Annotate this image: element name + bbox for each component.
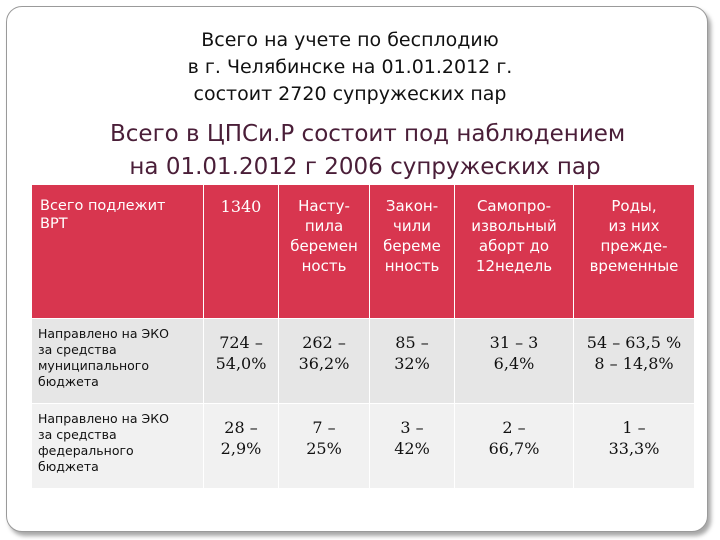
table-cell: 85 – 32% xyxy=(369,318,455,404)
title-line: Всего в ЦПСи.Р состоит под наблюдением xyxy=(110,121,626,147)
row-label: Направлено на ЭКО за средства федерально… xyxy=(31,403,204,489)
table-row: Направлено на ЭКО за средства федерально… xyxy=(31,403,695,489)
table-header-row: Всего подлежит ВРТ 1340 Насту- пила бере… xyxy=(31,184,695,319)
header-cell-label: Всего подлежит ВРТ xyxy=(31,184,204,319)
header-cell-completed: Закон- чили береме нность xyxy=(369,184,455,319)
title-line: на 01.01.2012 г 2006 супружеских пар xyxy=(129,154,601,180)
intro-line: в г. Челябинске на 01.01.2012 г. xyxy=(187,56,513,78)
intro-text: Всего на учете по бесплодию в г. Челябин… xyxy=(150,27,550,108)
slide-title: Всего в ЦПСи.Р состоит под наблюдением н… xyxy=(110,118,626,184)
table-cell: 3 – 42% xyxy=(369,403,455,489)
intro-line: состоит 2720 супружеских пар xyxy=(193,83,507,105)
header-cell-miscarriage: Самопро- извольный аборт до 12недель xyxy=(454,184,574,319)
row-label: Направлено на ЭКО за средства муниципаль… xyxy=(31,318,204,404)
table-cell: 2 – 66,7% xyxy=(454,403,574,489)
header-cell-births: Роды, из них прежде- временные xyxy=(573,184,695,319)
table-row: Направлено на ЭКО за средства муниципаль… xyxy=(31,318,695,404)
header-cell-total: 1340 xyxy=(203,184,279,319)
table-cell: 262 – 36,2% xyxy=(278,318,370,404)
table-cell: 31 – 3 6,4% xyxy=(454,318,574,404)
table-cell: 7 – 25% xyxy=(278,403,370,489)
table-cell: 724 – 54,0% xyxy=(203,318,279,404)
table-cell: 1 – 33,3% xyxy=(573,403,695,489)
intro-line: Всего на учете по бесплодию xyxy=(201,29,499,51)
statistics-table: Всего подлежит ВРТ 1340 Насту- пила бере… xyxy=(31,184,695,489)
table-cell: 28 – 2,9% xyxy=(203,403,279,489)
table-cell: 54 – 63,5 % 8 – 14,8% xyxy=(573,318,695,404)
header-cell-pregnancy: Насту- пила беремен ность xyxy=(278,184,370,319)
